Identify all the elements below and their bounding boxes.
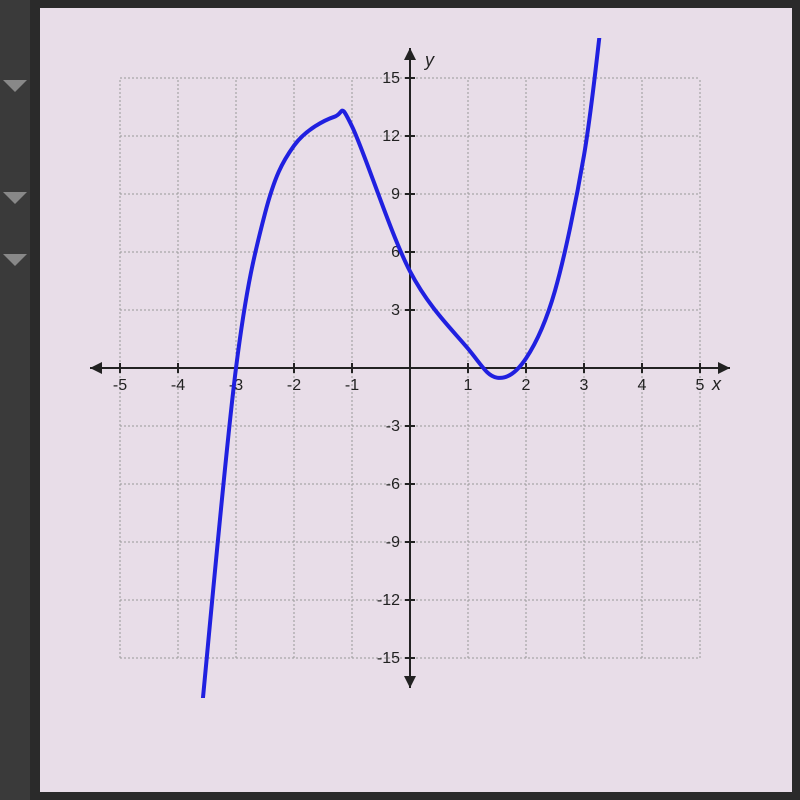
sidebar-marker-icon [3,254,27,266]
svg-text:-1: -1 [345,377,359,394]
svg-text:-3: -3 [386,418,400,435]
svg-text:-6: -6 [386,476,400,493]
sidebar-marker-icon [3,192,27,204]
svg-text:x: x [711,374,722,394]
chart-panel: -5-4-3-2-112345-15-12-9-6-33691215 yx [40,8,792,792]
svg-text:y: y [423,50,435,70]
svg-text:12: 12 [382,128,400,145]
sidebar-marker-icon [3,80,27,92]
chart-svg: -5-4-3-2-112345-15-12-9-6-33691215 yx [80,38,740,698]
svg-text:-9: -9 [386,534,400,551]
svg-text:-15: -15 [377,650,400,667]
axes [90,48,730,688]
svg-text:-4: -4 [171,377,185,394]
svg-text:15: 15 [382,70,400,87]
chart-container: -5-4-3-2-112345-15-12-9-6-33691215 yx [80,38,740,698]
svg-text:3: 3 [580,377,589,394]
svg-text:1: 1 [464,377,473,394]
svg-text:9: 9 [391,186,400,203]
svg-text:2: 2 [522,377,531,394]
svg-text:-12: -12 [377,592,400,609]
sidebar [0,0,30,800]
svg-text:4: 4 [638,377,647,394]
svg-text:-2: -2 [287,377,301,394]
svg-text:5: 5 [696,377,705,394]
svg-text:3: 3 [391,302,400,319]
svg-text:-5: -5 [113,377,127,394]
